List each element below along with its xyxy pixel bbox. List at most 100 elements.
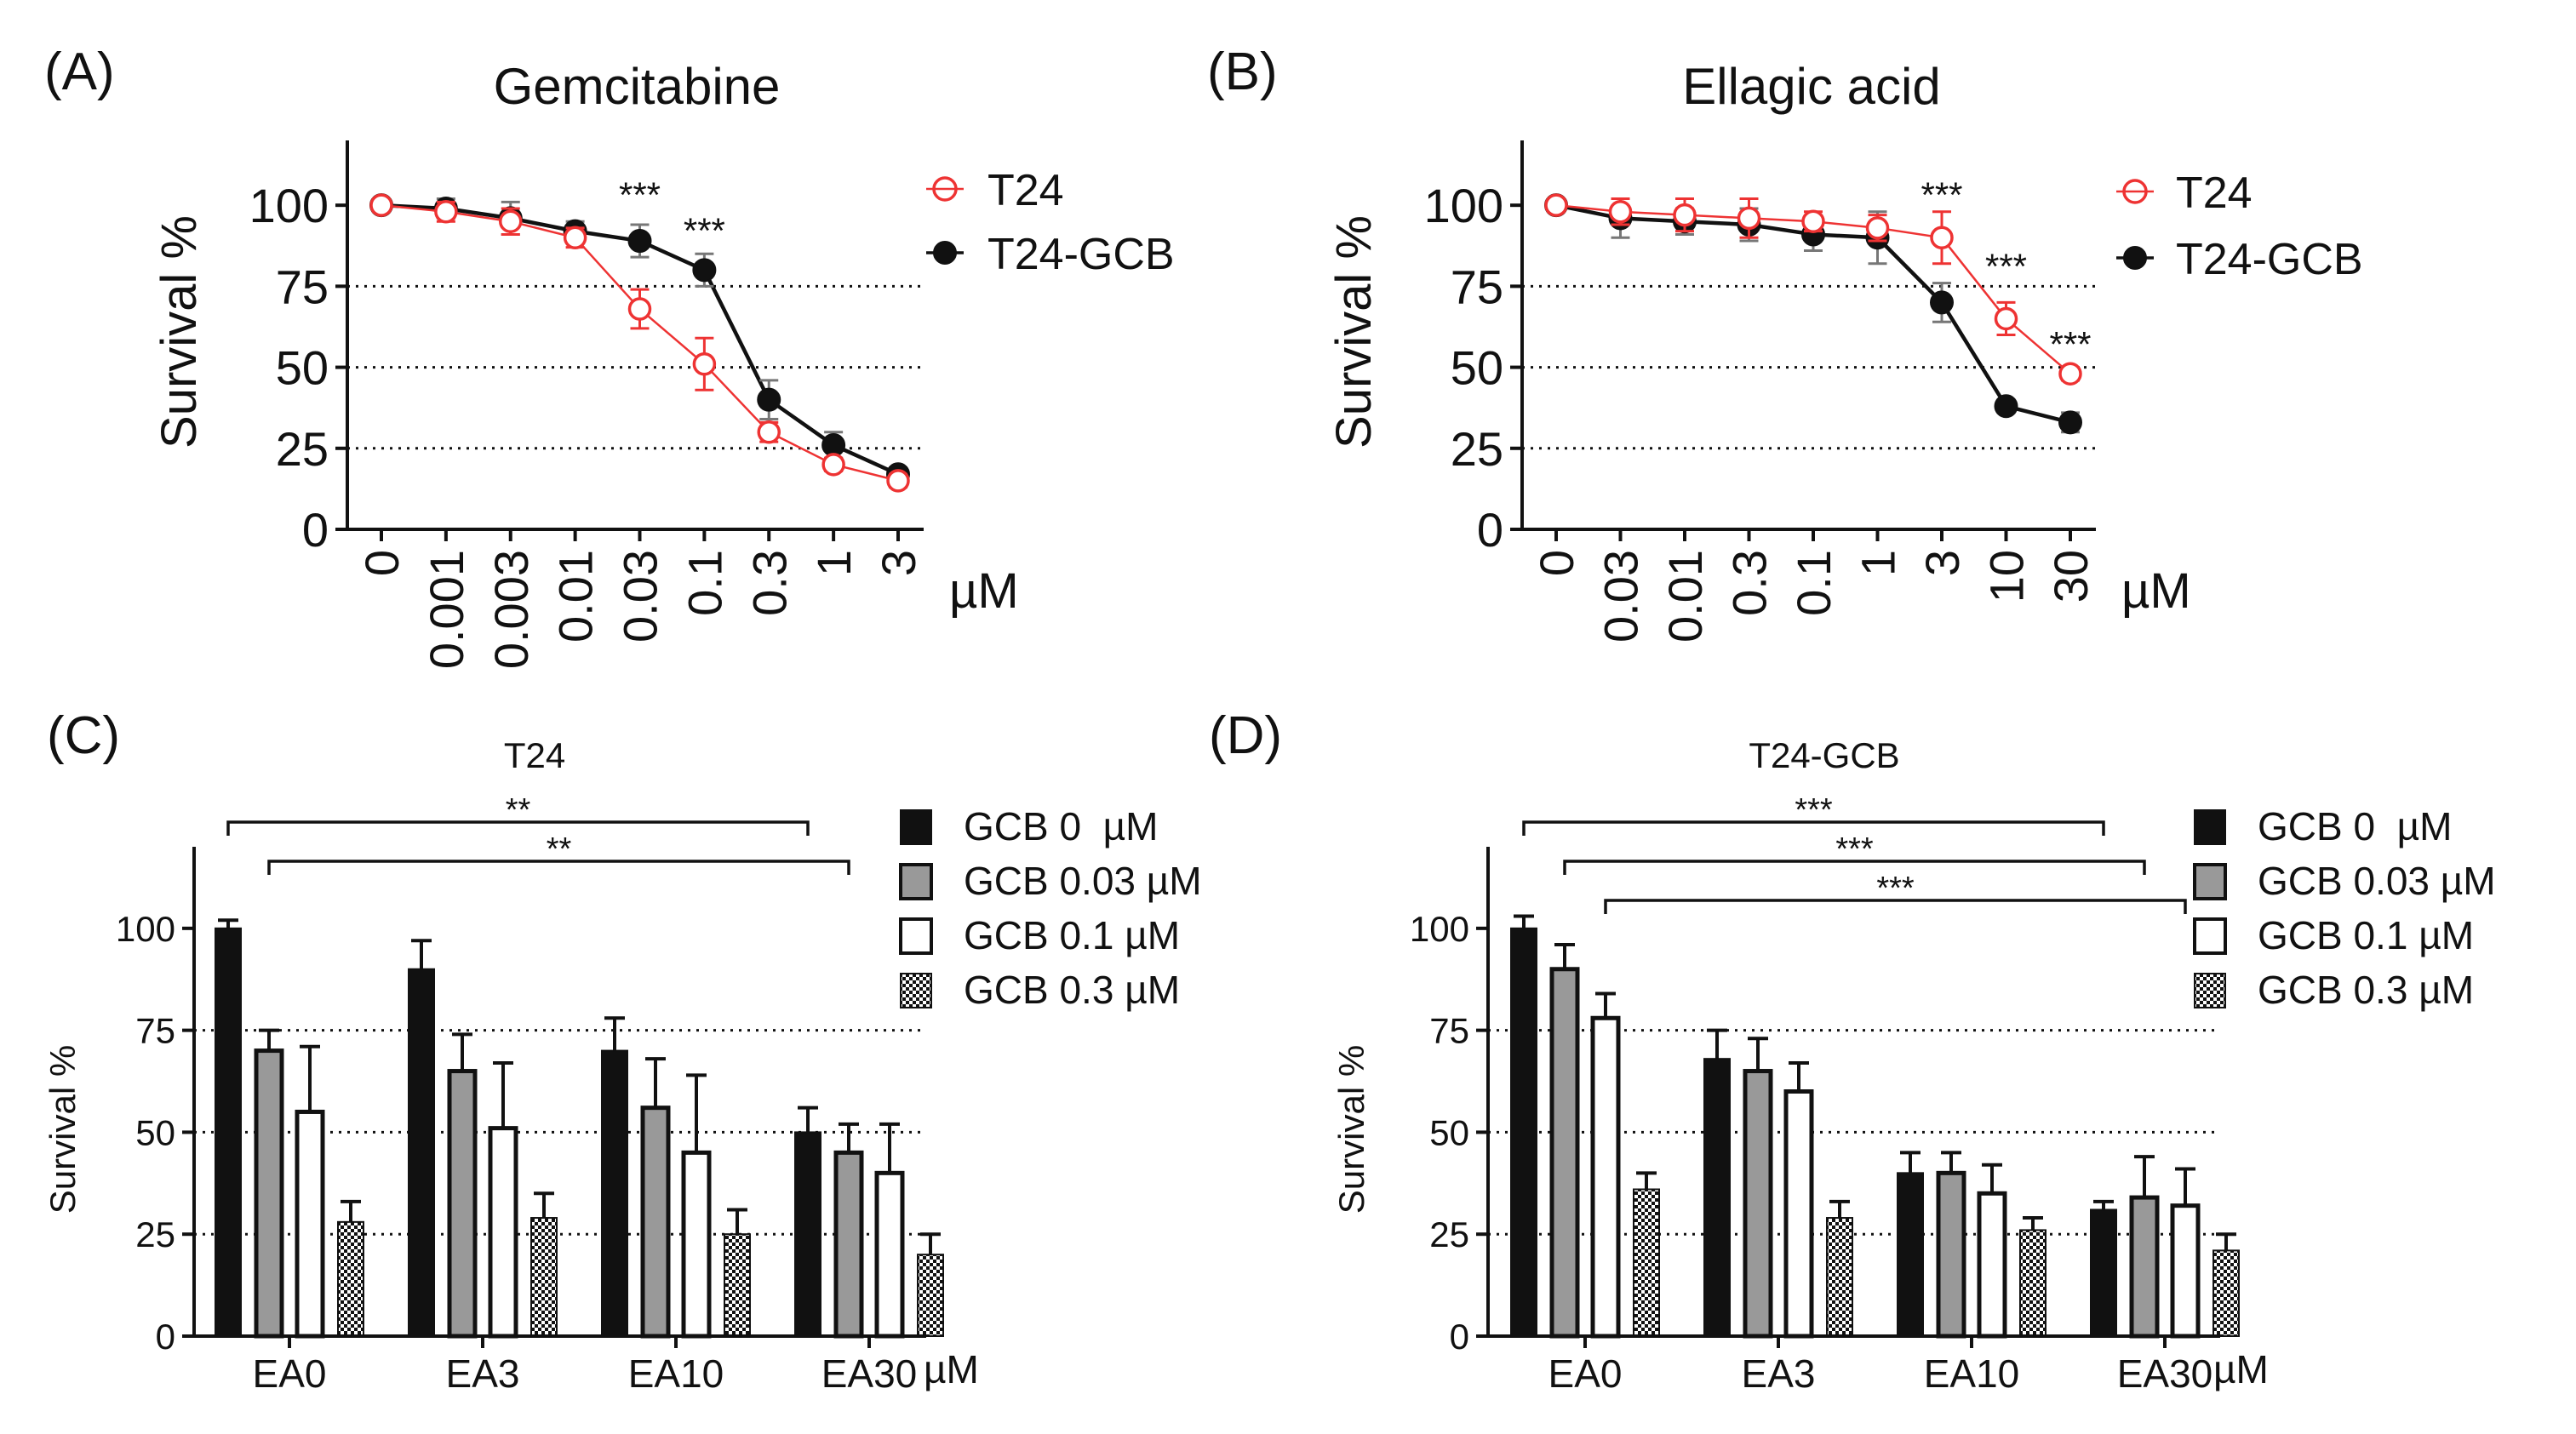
x-tick-label: EA0 bbox=[253, 1351, 327, 1396]
y-tick-label: 75 bbox=[1429, 1011, 1469, 1051]
y-tick-label: 100 bbox=[1410, 909, 1469, 949]
legend-c-label-2: GCB 0.1 µM bbox=[964, 913, 1180, 957]
x-tick-label: 0.01 bbox=[549, 550, 603, 643]
y-tick-label: 50 bbox=[1451, 341, 1503, 395]
data-point-t24 bbox=[434, 200, 458, 224]
panel-b-label: (B) bbox=[1207, 43, 1278, 101]
bar-ea30-black bbox=[2090, 1208, 2117, 1338]
x-tick-label: EA3 bbox=[1742, 1351, 1816, 1396]
legend-c-label-0: GCB 0 µM bbox=[964, 804, 1158, 848]
significance-marker: *** bbox=[1835, 831, 1874, 867]
bar-ea30-black bbox=[794, 1131, 821, 1337]
y-tick-label: 0 bbox=[302, 503, 329, 557]
legend-d-swatch-2 bbox=[2193, 917, 2227, 955]
bar-ea10-white bbox=[1977, 1191, 2007, 1339]
x-tick-label: 0 bbox=[355, 550, 409, 576]
panel-d-unit: µM bbox=[2213, 1347, 2269, 1391]
significance-marker: *** bbox=[619, 175, 661, 215]
legend-b-t24-label: T24 bbox=[2176, 169, 2253, 218]
bar-ea3-white bbox=[1783, 1089, 1814, 1339]
x-tick-label: 1 bbox=[1852, 550, 1905, 576]
y-tick-label: 75 bbox=[1451, 260, 1503, 313]
y-tick-label: 25 bbox=[276, 422, 329, 476]
x-tick-label: EA10 bbox=[628, 1351, 724, 1396]
data-point-t24 bbox=[821, 453, 845, 477]
data-point-t24-gcb bbox=[2058, 410, 2082, 435]
data-point-t24 bbox=[627, 297, 652, 321]
significance-marker: *** bbox=[1795, 792, 1833, 828]
data-point-t24-gcb bbox=[692, 258, 717, 283]
panel-d-title: T24-GCB bbox=[1749, 735, 1899, 775]
significance-bracket bbox=[267, 860, 850, 875]
panel-b-ylabel: Survival % bbox=[1326, 215, 1382, 448]
y-tick-label: 0 bbox=[1450, 1317, 1469, 1357]
bar-ea0-gray bbox=[254, 1048, 284, 1339]
legend-b: T24 T24-GCB bbox=[2116, 169, 2363, 284]
data-point-t24-gcb bbox=[1930, 290, 1954, 315]
legend-d: GCB 0 µM GCB 0.03 µM GCB 0.1 µM GCB 0.3 … bbox=[2193, 804, 2496, 1012]
significance-bracket bbox=[1522, 820, 2105, 836]
legend-d-label-3: GCB 0.3 µM bbox=[2258, 968, 2474, 1012]
plot-b: 0 25 50 75 100 0 0.03 0.01 0.3 0.1 1 3 10 30 *** *** *** bbox=[1424, 140, 2098, 643]
legend-a-gcb-label: T24-GCB bbox=[987, 230, 1175, 279]
x-tick-label: 0.01 bbox=[1658, 550, 1712, 643]
x-tick-label: EA30 bbox=[821, 1351, 918, 1396]
data-point-t24 bbox=[369, 193, 393, 217]
bar-ea10-checker bbox=[724, 1233, 751, 1338]
panel-b-title: Ellagic acid bbox=[1682, 58, 1941, 115]
bar-ea10-black bbox=[601, 1049, 628, 1338]
panel-d-ylabel: Survival % bbox=[1331, 1045, 1371, 1214]
y-tick-label: 50 bbox=[276, 341, 329, 395]
legend-a-t24-label: T24 bbox=[987, 166, 1064, 215]
y-tick-label: 100 bbox=[116, 909, 175, 949]
bar-ea3-black bbox=[408, 968, 435, 1337]
panel-c-label: (C) bbox=[47, 706, 120, 765]
data-point-t24-gcb bbox=[1994, 394, 2018, 419]
data-point-t24 bbox=[692, 352, 717, 376]
legend-d-swatch-1 bbox=[2193, 863, 2227, 900]
x-tick-label: 0.001 bbox=[420, 550, 473, 669]
data-point-t24 bbox=[563, 226, 587, 249]
y-tick-label: 50 bbox=[135, 1112, 175, 1152]
x-tick-label: 0.03 bbox=[1594, 550, 1648, 643]
legend-d-swatch-0 bbox=[2194, 809, 2226, 845]
legend-a: T24 T24-GCB bbox=[926, 166, 1175, 279]
significance-marker: *** bbox=[1921, 175, 1962, 215]
significance-marker: *** bbox=[2049, 324, 2091, 364]
bar-ea3-checker bbox=[530, 1217, 558, 1337]
x-tick-label: 1 bbox=[807, 550, 861, 576]
significance-bracket bbox=[226, 820, 810, 836]
data-point-t24 bbox=[1865, 216, 1890, 240]
significance-marker: *** bbox=[1876, 871, 1915, 906]
legend-c-swatch-1 bbox=[899, 863, 933, 900]
bar-ea30-white bbox=[874, 1170, 905, 1339]
y-tick-label: 25 bbox=[1451, 422, 1503, 476]
x-tick-label: 0.1 bbox=[678, 550, 731, 616]
bar-ea30-checker bbox=[917, 1254, 944, 1337]
x-tick-label: EA0 bbox=[1548, 1351, 1623, 1396]
panel-a-title: Gemcitabine bbox=[494, 58, 781, 115]
panel-c: (C) T24 Survival % 0 25 50 75 100 EA0 EA3 EA10 E… bbox=[43, 706, 1202, 1396]
data-point-t24 bbox=[1994, 306, 2018, 331]
data-point-t24 bbox=[1801, 209, 1825, 233]
data-point-t24 bbox=[499, 209, 523, 233]
y-tick-label: 75 bbox=[276, 260, 329, 313]
bar-ea3-black bbox=[1703, 1058, 1731, 1337]
x-tick-label: 0.003 bbox=[484, 550, 538, 669]
bar-ea0-black bbox=[215, 927, 242, 1338]
panel-b-unit: µM bbox=[2121, 563, 2191, 619]
plot-c: 0 25 50 75 100 EA0 EA3 EA10 EA30 ** ** bbox=[116, 792, 944, 1396]
legend-c-label-1: GCB 0.03 µM bbox=[964, 859, 1202, 903]
data-point-t24-gcb bbox=[627, 229, 652, 254]
panel-c-unit: µM bbox=[924, 1347, 979, 1391]
y-tick-label: 0 bbox=[1477, 503, 1503, 557]
data-point-t24 bbox=[886, 469, 910, 493]
y-tick-label: 0 bbox=[156, 1317, 175, 1357]
panel-a-label: (A) bbox=[44, 43, 115, 101]
legend-a-gcb-marker bbox=[933, 241, 957, 265]
x-tick-label: 0 bbox=[1530, 550, 1583, 576]
legend-b-gcb-marker bbox=[2123, 246, 2147, 270]
